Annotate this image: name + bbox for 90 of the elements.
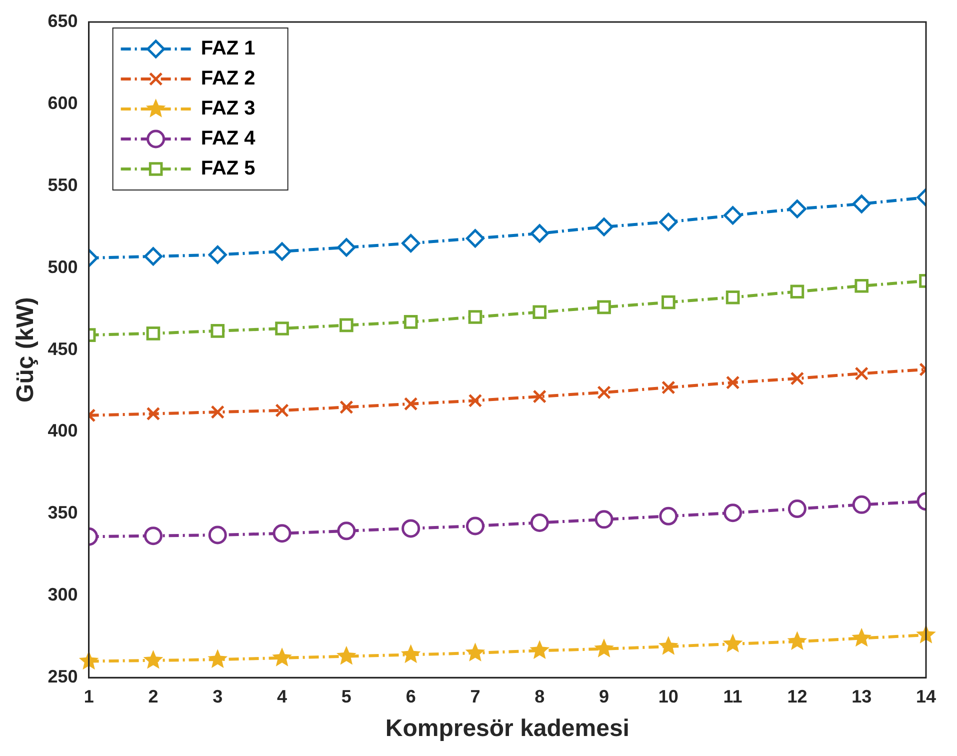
point xyxy=(854,278,869,293)
point xyxy=(404,396,418,411)
point xyxy=(272,524,292,543)
point xyxy=(465,642,486,662)
x-tick-label: 8 xyxy=(534,686,545,706)
point xyxy=(146,326,160,340)
x-tick-label: 1 xyxy=(84,686,94,706)
point xyxy=(144,247,162,266)
point xyxy=(594,510,614,529)
point xyxy=(852,495,871,514)
point xyxy=(275,404,289,418)
y-tick-label: 250 xyxy=(48,666,78,687)
point xyxy=(340,400,354,414)
point xyxy=(659,212,678,232)
x-axis-title: Kompresör kademesi xyxy=(385,715,630,742)
point xyxy=(726,376,740,390)
x-tick-label: 4 xyxy=(277,686,288,706)
point xyxy=(532,390,547,404)
point xyxy=(272,242,292,261)
x-tick-label: 13 xyxy=(852,686,872,706)
point xyxy=(852,628,872,647)
point xyxy=(659,506,678,526)
legend-label: FAZ 2 xyxy=(200,68,256,90)
point xyxy=(466,516,484,536)
point xyxy=(402,234,420,253)
point xyxy=(852,194,871,214)
x-tick-label: 10 xyxy=(658,686,678,706)
point xyxy=(468,310,482,324)
point xyxy=(530,513,549,532)
point xyxy=(146,406,160,421)
point xyxy=(466,229,484,248)
point xyxy=(854,366,869,380)
point xyxy=(530,224,549,243)
point xyxy=(788,200,806,218)
legend-label: FAZ 4 xyxy=(200,128,256,150)
point xyxy=(208,649,228,668)
point xyxy=(468,394,482,408)
x-tick-label: 14 xyxy=(916,686,936,706)
x-tick-label: 12 xyxy=(787,686,808,706)
x-tick-label: 9 xyxy=(599,686,610,706)
point xyxy=(272,648,292,666)
point xyxy=(722,634,743,652)
point xyxy=(336,646,356,665)
point xyxy=(726,290,740,304)
legend-label: FAZ 1 xyxy=(200,38,256,60)
x-tick-label: 2 xyxy=(148,686,158,706)
x-tick-label: 3 xyxy=(212,686,223,706)
point xyxy=(402,519,420,538)
point xyxy=(337,238,356,257)
point xyxy=(788,500,806,518)
y-tick-label: 600 xyxy=(48,92,78,113)
point xyxy=(337,522,356,540)
point xyxy=(790,284,804,299)
point xyxy=(340,318,354,332)
x-tick-label: 5 xyxy=(341,686,352,706)
point xyxy=(210,405,225,419)
point xyxy=(530,640,550,659)
point xyxy=(143,650,164,669)
point xyxy=(724,206,742,225)
x-tick-label: 11 xyxy=(723,686,742,706)
point xyxy=(594,218,614,236)
point xyxy=(404,315,418,329)
point xyxy=(532,305,547,320)
point xyxy=(400,644,421,664)
y-tick-label: 400 xyxy=(48,420,78,441)
point xyxy=(662,295,676,310)
point xyxy=(210,324,225,338)
point xyxy=(208,526,227,544)
y-tick-label: 300 xyxy=(48,584,78,605)
point xyxy=(724,504,742,522)
point xyxy=(790,372,804,386)
point xyxy=(662,380,676,394)
point xyxy=(208,245,227,264)
y-tick-label: 650 xyxy=(48,10,78,31)
point xyxy=(787,631,808,650)
point xyxy=(597,386,611,400)
y-tick-label: 450 xyxy=(48,338,78,359)
y-axis-title: Güç (kW) xyxy=(12,297,40,402)
x-tick-label: 6 xyxy=(406,686,416,706)
y-tick-label: 550 xyxy=(48,174,78,195)
y-tick-label: 350 xyxy=(48,502,78,523)
point xyxy=(594,638,614,658)
point xyxy=(144,526,162,546)
legend-label: FAZ 3 xyxy=(200,98,256,120)
point xyxy=(597,300,611,314)
x-tick-label: 7 xyxy=(470,686,480,706)
point xyxy=(658,636,678,655)
legend-label: FAZ 5 xyxy=(200,158,256,180)
point xyxy=(275,322,289,336)
y-tick-label: 500 xyxy=(48,256,78,277)
